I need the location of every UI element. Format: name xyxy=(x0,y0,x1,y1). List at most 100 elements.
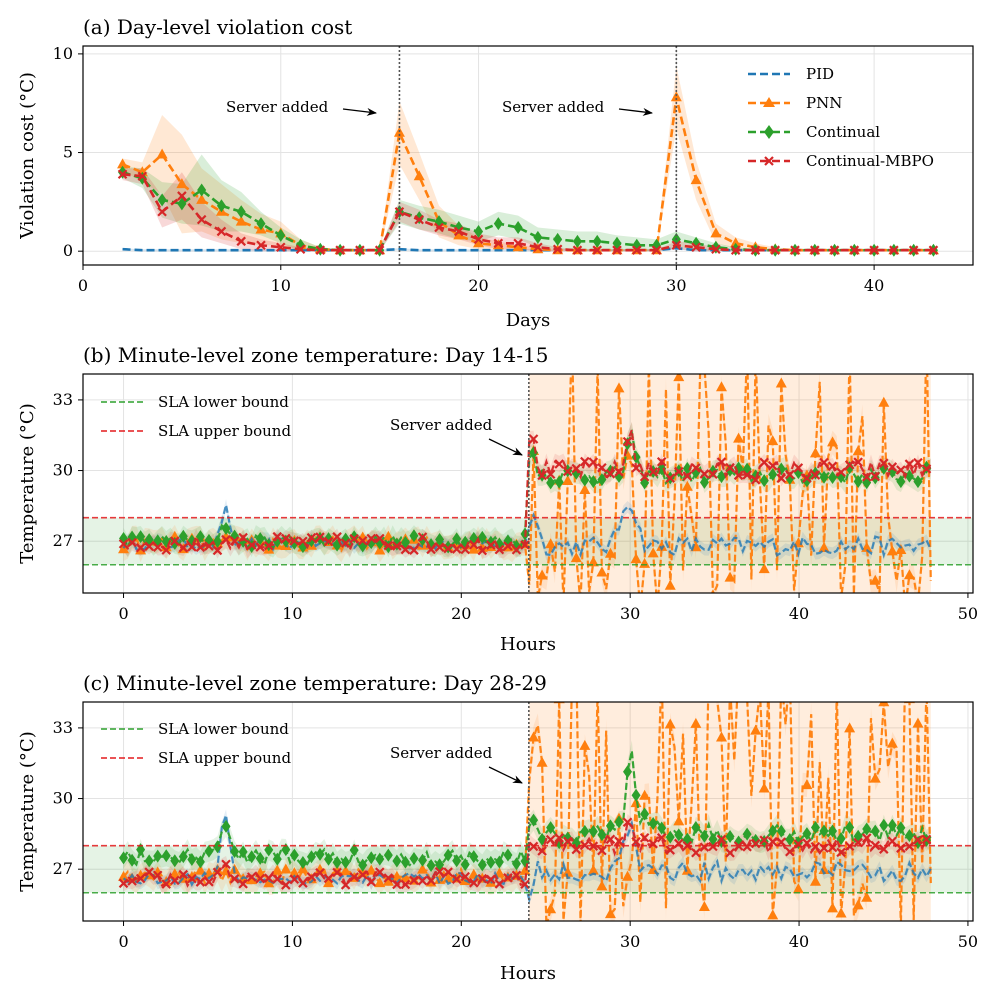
point-pnn xyxy=(775,377,787,388)
legend-label-sla-lower: SLA lower bound xyxy=(158,393,289,411)
y-tick-label: 33 xyxy=(53,390,73,409)
point-continual-mbpo xyxy=(187,873,197,884)
point-continual xyxy=(511,539,521,553)
point-continual-mbpo xyxy=(554,833,564,843)
point-continual-mbpo xyxy=(144,541,154,552)
point-continual xyxy=(204,844,214,858)
point-continual-mbpo xyxy=(221,534,231,545)
point-continual-mbpo xyxy=(711,244,721,254)
x-tick-label: 40 xyxy=(789,932,809,951)
point-continual-mbpo xyxy=(520,540,530,550)
annotation-arrow-day30 xyxy=(618,107,653,116)
point-continual xyxy=(366,851,376,865)
point-continual xyxy=(904,469,914,483)
point-continual xyxy=(657,821,667,835)
point-pnn xyxy=(698,900,710,911)
point-continual xyxy=(197,183,207,197)
point-continual xyxy=(324,852,334,866)
point-continual xyxy=(887,818,897,832)
point-continual-mbpo xyxy=(426,875,436,886)
point-continual xyxy=(785,471,795,485)
point-continual-mbpo xyxy=(533,242,543,253)
point-pnn xyxy=(664,579,676,590)
legend-item-pnn: PNN xyxy=(748,94,842,112)
point-continual-mbpo xyxy=(152,870,163,881)
point-continual xyxy=(572,234,582,248)
point-continual-mbpo xyxy=(733,841,744,851)
point-continual xyxy=(418,533,428,547)
panel-c-frame xyxy=(82,701,974,922)
y-tick-label: 5 xyxy=(63,143,73,162)
point-continual-mbpo xyxy=(272,531,283,542)
point-continual-mbpo xyxy=(592,245,602,255)
legend-item-continual: Continual xyxy=(748,123,880,141)
panel-b-ticks: 0 10 20 30 40 50 27 30 33 xyxy=(53,390,978,623)
point-pnn xyxy=(280,863,292,874)
point-continual-mbpo xyxy=(477,545,488,556)
point-pnn xyxy=(707,652,718,662)
point-continual xyxy=(853,475,863,489)
panel-c-data xyxy=(83,652,973,921)
series-continual-mbpo xyxy=(118,817,932,890)
point-continual xyxy=(247,850,257,864)
point-pnn xyxy=(235,215,247,226)
legend-label-continual-mbpo: Continual-MBPO xyxy=(806,152,934,170)
point-continual-mbpo xyxy=(236,236,246,247)
point-continual-mbpo xyxy=(750,475,761,485)
point-continual-mbpo xyxy=(426,544,436,555)
point-continual-mbpo xyxy=(861,833,872,843)
point-continual-mbpo xyxy=(597,845,607,856)
point-continual-mbpo xyxy=(451,874,462,884)
point-continual xyxy=(691,820,701,834)
point-continual-mbpo xyxy=(639,832,650,843)
point-pnn xyxy=(912,597,923,607)
point-pnn xyxy=(767,435,779,446)
point-continual xyxy=(276,228,286,242)
point-continual-mbpo xyxy=(908,245,919,255)
point-continual-mbpo xyxy=(340,880,351,890)
point-continual xyxy=(212,535,222,549)
point-continual-mbpo xyxy=(340,538,351,548)
point-pnn xyxy=(630,553,642,564)
point-continual xyxy=(255,532,265,546)
point-continual-mbpo xyxy=(836,467,846,478)
point-continual-mbpo xyxy=(187,542,197,552)
point-continual-mbpo xyxy=(588,457,599,467)
point-pnn xyxy=(827,436,839,447)
point-continual-mbpo xyxy=(767,836,778,847)
point-pnn xyxy=(194,864,206,875)
x-tick-label: 0 xyxy=(118,604,128,623)
point-continual-mbpo xyxy=(238,532,248,543)
point-continual-mbpo xyxy=(383,540,394,551)
point-continual-mbpo xyxy=(170,536,180,546)
point-continual-mbpo xyxy=(414,214,424,225)
band-continual xyxy=(122,154,934,252)
x-tick-label: 20 xyxy=(451,604,471,623)
point-continual xyxy=(896,821,906,835)
point-continual-mbpo xyxy=(375,533,385,544)
point-continual xyxy=(768,468,778,482)
point-continual xyxy=(494,855,504,869)
point-continual xyxy=(631,788,641,802)
point-pnn xyxy=(681,864,693,875)
point-continual-mbpo xyxy=(135,542,146,553)
point-continual xyxy=(409,529,419,543)
point-continual xyxy=(212,840,222,854)
point-continual-mbpo xyxy=(520,879,530,890)
series-pid xyxy=(122,814,932,904)
point-continual-mbpo xyxy=(196,214,207,225)
point-pnn xyxy=(596,880,608,891)
point-continual-mbpo xyxy=(733,470,744,481)
point-continual-mbpo xyxy=(229,874,240,884)
point-continual-mbpo xyxy=(127,876,137,886)
point-pnn xyxy=(699,360,710,370)
point-continual-mbpo xyxy=(135,873,146,884)
point-pnn xyxy=(725,680,736,690)
point-pnn xyxy=(681,480,693,491)
point-pnn xyxy=(690,174,702,185)
point-continual xyxy=(554,475,564,489)
point-pnn xyxy=(903,569,915,580)
point-continual xyxy=(623,765,633,779)
panel-a-xlabel: Days xyxy=(506,310,551,331)
point-continual-mbpo xyxy=(725,848,735,858)
